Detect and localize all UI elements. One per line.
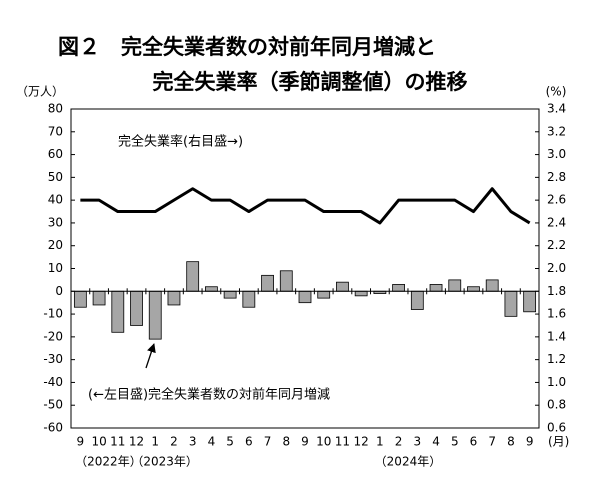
x-tick-label: 10 [91,435,106,449]
bar [223,290,237,299]
bar [186,261,200,292]
y-axis-label: （万人） [16,85,64,99]
y-tick-label: -60 [43,421,63,435]
bar [504,290,518,317]
x-tick-label: 11 [335,435,350,449]
x-tick-label: 5 [226,435,234,449]
x-tick-label: 5 [451,435,459,449]
x-tick-label: 11 [110,435,125,449]
bar [336,281,349,292]
x-group-label: （2022年） [75,455,142,469]
x-tick-label: 12 [129,435,144,449]
y-tick-label: -20 [43,329,63,343]
x-tick-label: 3 [413,435,421,449]
bar [354,290,368,297]
bar [317,290,331,299]
bar [92,290,106,306]
x-tick-label: 2 [395,435,403,449]
x-tick-label: 7 [488,435,496,449]
series-annotation: 完全失業率(右目盛→) [118,134,243,150]
bar [429,284,443,292]
x-tick-label: 6 [245,435,253,449]
bar [167,290,181,306]
y-tick-label: 80 [48,102,63,116]
bar [73,290,87,308]
y2-tick-label: 3.2 [547,124,566,138]
x-tick-label: 9 [77,435,85,449]
line-series [80,187,531,225]
bar [279,270,293,292]
bar [467,286,480,292]
annotation-arrow [145,343,156,369]
x-group-label: （2023年） [131,455,198,469]
chart-title: 完全失業率（季節調整値）の推移 [153,70,468,94]
bar [130,290,143,326]
y2-tick-label: 1.8 [547,284,566,298]
bar [410,290,424,310]
bar [298,290,312,304]
bar [448,279,462,292]
x-tick-label: 2 [170,435,178,449]
x-tick-label: 1 [376,435,384,449]
series-annotation: (←左目盛)完全失業者数の対前年同月増減 [88,387,330,403]
y2-tick-label: 1.4 [547,329,566,343]
bar [523,290,537,313]
y2-tick-label: 1.0 [547,375,566,389]
y2-tick-label: 0.6 [547,421,566,435]
bar [111,290,125,333]
x-group-label: （2024年） [375,455,442,469]
x-tick-label: 7 [264,435,272,449]
x-tick-label: 9 [526,435,534,449]
y2-tick-label: 2.0 [547,261,566,275]
x-tick-label: 8 [507,435,515,449]
y2-tick-label: 2.2 [547,238,566,252]
y-tick-label: 50 [48,170,63,184]
bar [242,290,256,308]
y2-tick-label: 1.2 [547,352,566,366]
bar [148,290,162,340]
x-tick-label: 4 [208,435,216,449]
x-unit-label: (月) [548,435,569,449]
x-tick-label: 8 [282,435,290,449]
y-tick-label: -40 [43,375,63,389]
bar [261,274,274,292]
y2-tick-label: 2.8 [547,170,566,184]
y2-tick-label: 2.6 [547,193,566,207]
y2-tick-label: 3.4 [547,102,566,116]
x-tick-label: 3 [189,435,197,449]
x-tick-label: 9 [301,435,309,449]
x-tick-label: 4 [432,435,440,449]
x-tick-label: 10 [316,435,331,449]
y2-tick-label: 0.8 [547,398,566,412]
y-tick-label: 40 [48,193,63,207]
bar [205,286,218,292]
y-tick-label: -10 [43,307,63,321]
y-tick-label: -50 [43,398,63,412]
x-tick-label: 1 [151,435,159,449]
y-tick-label: 70 [48,124,63,138]
y-tick-label: 20 [48,238,63,252]
x-tick-label: 6 [470,435,478,449]
y2-tick-label: 3.0 [547,147,566,161]
y-tick-label: 10 [48,261,63,275]
y-tick-label: 30 [48,215,63,229]
y-tick-label: 0 [55,284,63,298]
y2-tick-label: 1.6 [547,307,566,321]
y2-tick-label: 2.4 [547,215,566,229]
y-tick-label: -30 [43,352,63,366]
y-tick-label: 60 [48,147,63,161]
y2-axis-label: (%) [546,85,567,99]
bar [392,284,405,292]
chart-title: 図２ 完全失業者数の対前年同月増減と [58,35,436,59]
bar [485,279,499,292]
x-tick-label: 12 [354,435,369,449]
plot-frame [70,108,540,429]
